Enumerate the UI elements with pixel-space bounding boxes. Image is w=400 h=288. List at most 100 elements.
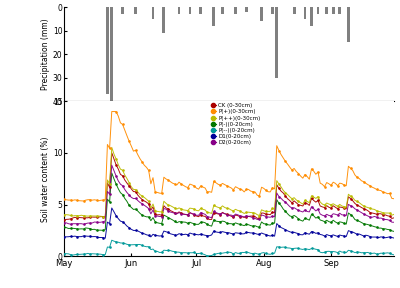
Point [87,252,93,256]
Bar [347,7,350,42]
Point [380,190,386,195]
Point [374,252,380,256]
Point [367,210,373,215]
Point [237,209,243,213]
Point [380,213,386,217]
Point [146,202,152,206]
Point [100,215,106,219]
Bar [134,7,137,14]
Point [308,229,315,234]
Point [374,209,380,213]
Point [334,234,341,239]
Point [152,209,158,213]
Point [165,203,172,207]
Point [67,252,74,257]
Point [256,217,262,222]
Point [204,254,210,258]
Point [87,197,93,202]
Point [250,251,256,256]
Bar [275,7,278,78]
Point [211,252,217,257]
Point [282,200,289,204]
Point [178,232,184,237]
Bar [212,7,215,26]
Point [204,214,210,219]
Point [146,215,152,219]
Point [184,232,191,237]
Bar [199,7,202,14]
Bar [162,7,165,33]
Point [139,213,145,217]
Point [263,232,269,237]
Point [386,191,393,196]
Point [87,221,93,225]
Point [250,214,256,218]
Point [67,217,74,221]
Point [146,206,152,211]
Point [217,206,224,210]
Point [132,242,139,247]
Point [243,187,250,192]
Point [152,190,158,194]
Point [263,214,269,219]
Point [243,210,250,215]
Point [132,196,139,201]
Point [120,192,126,197]
Point [302,247,308,251]
Point [321,205,328,210]
Point [113,162,119,167]
Point [217,183,224,187]
Point [367,183,373,188]
Point [93,215,100,219]
Point [67,234,74,239]
Point [315,170,321,174]
Point [61,251,67,256]
Point [308,194,315,198]
Point [217,212,224,216]
Point [276,245,282,249]
Point [146,233,152,238]
Point [158,234,165,238]
Point [386,211,393,215]
Point [237,251,243,256]
Point [269,251,276,256]
Point [276,186,282,191]
Point [158,210,165,214]
Point [360,221,367,226]
Point [282,194,289,198]
Point [360,212,367,216]
Point [152,219,158,224]
Bar [260,7,263,21]
Point [321,250,328,255]
Point [295,171,302,176]
Point [191,250,198,255]
Point [269,206,276,211]
Point [93,198,100,202]
Point [308,166,315,171]
Point [211,229,217,233]
Bar [178,7,180,14]
Point [87,214,93,218]
Point [308,204,315,209]
Point [256,225,262,230]
Point [87,215,93,219]
Bar [234,7,237,14]
Point [321,234,328,238]
Bar [121,7,124,14]
Point [146,199,152,204]
Point [178,251,184,255]
Point [367,206,373,211]
Point [230,214,236,219]
Point [87,226,93,231]
Point [93,228,100,232]
Point [263,212,269,216]
Point [120,122,126,127]
Bar [310,7,313,26]
Point [243,249,250,254]
Point [224,212,230,217]
Point [74,198,80,202]
Point [61,225,67,230]
Point [217,219,224,224]
Point [321,214,328,218]
Point [380,251,386,256]
